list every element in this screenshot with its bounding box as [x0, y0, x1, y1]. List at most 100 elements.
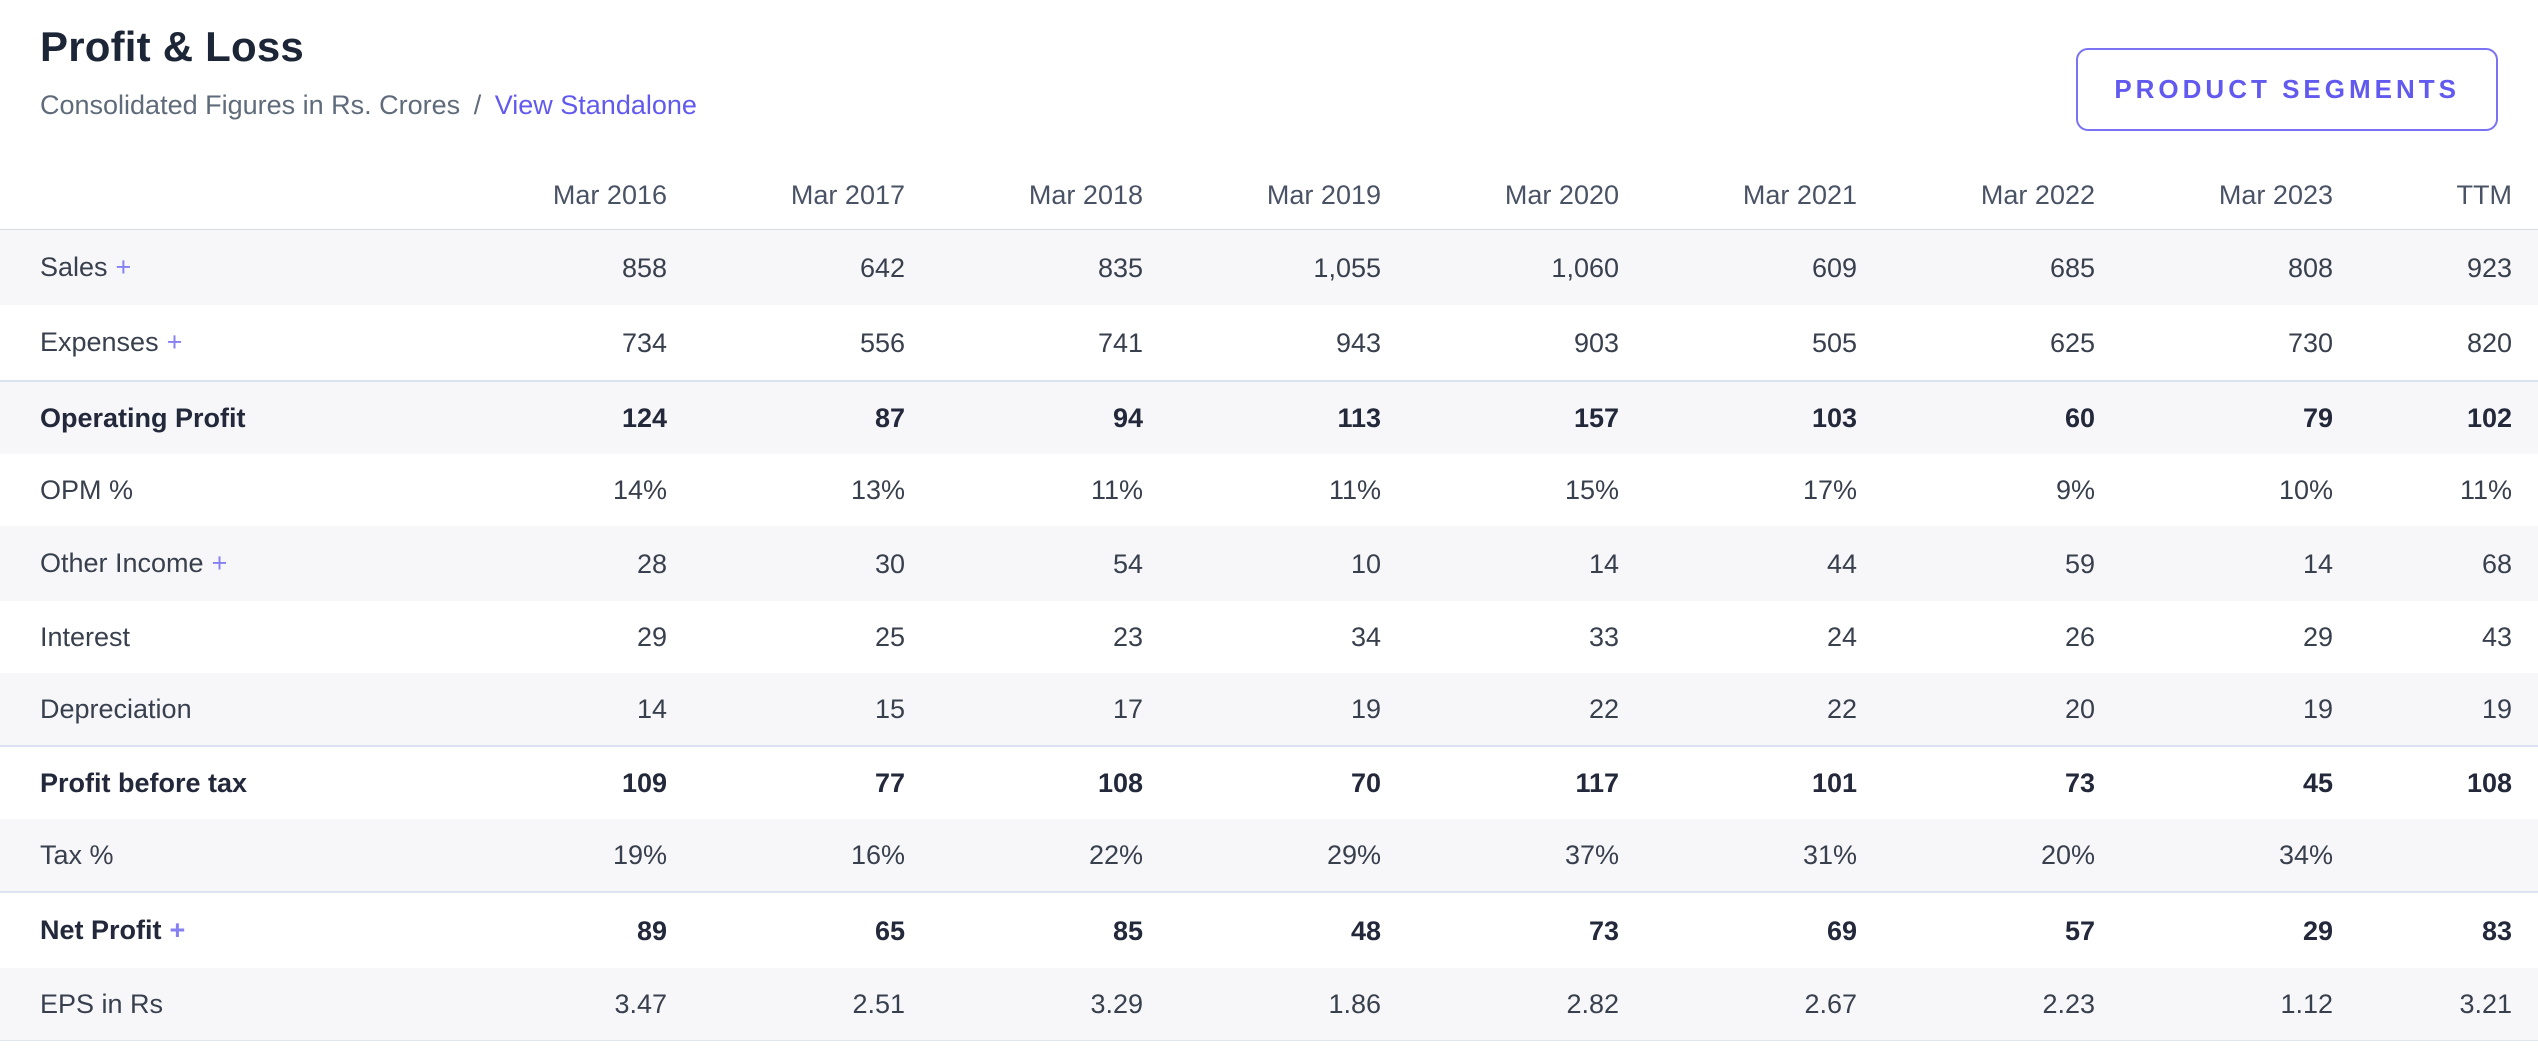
row-label-cell: EPS in Rs [0, 968, 455, 1041]
row-label-cell: Profit before tax [0, 746, 455, 819]
row-label: OPM % [40, 475, 134, 505]
column-header-empty [0, 164, 455, 230]
table-cell-value: 14 [636, 694, 667, 724]
row-label: Sales [40, 252, 108, 282]
table-cell-value: 642 [859, 252, 905, 283]
table-cell-value: 48 [1350, 915, 1381, 946]
table-cell-value: 10 [1350, 548, 1381, 579]
table-cell-value: 903 [1573, 327, 1619, 358]
row-label: Other Income [40, 548, 204, 578]
table-cell-value: 13% [850, 475, 905, 505]
table-cell-value: 102 [2466, 403, 2512, 433]
table-cell-value: 730 [2287, 327, 2333, 358]
table-cell-value: 505 [1811, 327, 1857, 358]
table-row: Profit before tax 109 77 108 70 117 101 … [0, 746, 2538, 819]
table-cell-value: 29% [1326, 840, 1381, 870]
table-cell-value: 609 [1811, 252, 1857, 283]
table-cell-value: 54 [1112, 548, 1143, 579]
expand-row-button[interactable]: + [169, 915, 186, 945]
table-cell-value: 23 [1112, 622, 1143, 652]
table-cell-value: 22 [1588, 694, 1619, 724]
page-title: Profit & Loss [40, 23, 304, 70]
table-cell-value: 943 [1335, 327, 1381, 358]
table-cell-value: 33 [1588, 622, 1619, 652]
table-cell-value: 2.67 [1804, 989, 1857, 1019]
table-cell-value: 60 [2064, 403, 2095, 433]
row-label-cell: Net Profit + [0, 892, 455, 968]
table-cell-value: 11% [1090, 475, 1143, 505]
table-row: Expenses + 734 556 741 943 903 505 625 73… [0, 305, 2538, 381]
table-cell-value: 113 [1337, 403, 1381, 433]
row-label: Interest [40, 622, 131, 652]
table-cell-value: 69 [1826, 915, 1857, 946]
table-cell-value: 20% [2040, 840, 2095, 870]
table-cell-value: 157 [1573, 403, 1619, 433]
table-cell-value: 3.47 [614, 989, 667, 1019]
expand-row-button[interactable]: + [211, 548, 228, 578]
table-cell-value: 16% [850, 840, 905, 870]
table-row: EPS in Rs 3.47 2.51 3.29 1.86 2.82 2.67 … [0, 968, 2538, 1041]
table-row: Tax % 19% 16% 22% 29% 37% 31% 20% 34% [0, 819, 2538, 892]
table-cell-value: 108 [2466, 768, 2512, 798]
expand-row-button[interactable]: + [115, 252, 132, 282]
table-body: Sales + 858 642 835 1,055 1,060 609 685 8… [0, 229, 2538, 1041]
column-header: Mar 2022 [1883, 164, 2121, 230]
table-cell-value: 14% [612, 475, 667, 505]
row-label-cell: Depreciation [0, 673, 455, 746]
table-cell-value: 1,060 [1551, 252, 1619, 283]
table-cell-value: 68 [2481, 548, 2512, 579]
table-cell-value: 14 [1588, 548, 1619, 579]
table-cell-value: 117 [1575, 768, 1619, 798]
row-label-cell: OPM % [0, 454, 455, 526]
table-cell-value: 835 [1097, 252, 1143, 283]
table-cell-value: 820 [2466, 327, 2512, 358]
table-cell-value: 101 [1811, 768, 1857, 798]
table-cell-value: 34% [2278, 840, 2333, 870]
section-header: Profit & Loss Consolidated Figures in Rs… [0, 0, 2538, 122]
row-label-cell: Operating Profit [0, 381, 455, 454]
table-cell-value: 44 [1826, 548, 1857, 579]
row-label-cell: Tax % [0, 819, 455, 892]
table-cell-value: 22 [1826, 694, 1857, 724]
table-cell-value: 808 [2287, 252, 2333, 283]
column-header: Mar 2018 [931, 164, 1169, 230]
table-cell-value: 109 [621, 768, 667, 798]
column-header: Mar 2021 [1645, 164, 1883, 230]
table-cell-value: 2.23 [2042, 989, 2095, 1019]
row-label: EPS in Rs [40, 989, 164, 1019]
table-cell-value: 556 [859, 327, 905, 358]
table-cell-value: 73 [2064, 768, 2095, 798]
table-row: Sales + 858 642 835 1,055 1,060 609 685 8… [0, 229, 2538, 305]
table-cell-value: 85 [1112, 915, 1143, 946]
table-cell-value: 59 [2064, 548, 2095, 579]
table-cell-value: 20 [2064, 694, 2095, 724]
expand-row-button[interactable]: + [166, 327, 183, 357]
table-cell-value: 89 [636, 915, 667, 946]
table-cell-value: 625 [2049, 327, 2095, 358]
table-cell-value: 30 [874, 548, 905, 579]
view-standalone-link[interactable]: View Standalone [494, 90, 697, 120]
row-label: Operating Profit [40, 403, 246, 433]
table-cell-value: 2.51 [852, 989, 905, 1019]
table-cell-value: 77 [874, 768, 905, 798]
table-cell-value: 1.12 [2280, 989, 2333, 1019]
table-cell-value: 19 [1350, 694, 1381, 724]
row-label: Tax % [40, 840, 114, 870]
table-cell-value: 15% [1564, 475, 1619, 505]
table-cell-value: 15 [874, 694, 905, 724]
table-cell-value: 17% [1802, 475, 1857, 505]
table-cell-value: 28 [636, 548, 667, 579]
table-cell-value: 858 [621, 252, 667, 283]
table-cell-value: 11% [2459, 475, 2512, 505]
table-cell-value: 29 [2302, 622, 2333, 652]
row-label-cell: Expenses + [0, 305, 455, 381]
table-header-row: Mar 2016 Mar 2017 Mar 2018 Mar 2019 Mar … [0, 164, 2538, 230]
table-cell-value: 124 [621, 403, 667, 433]
table-cell-value: 26 [2064, 622, 2095, 652]
table-cell-value: 741 [1097, 327, 1143, 358]
product-segments-button[interactable]: PRODUCT SEGMENTS [2076, 48, 2498, 131]
row-label: Profit before tax [40, 768, 248, 798]
table-cell-value: 22% [1088, 840, 1143, 870]
table-cell-value: 29 [2302, 915, 2333, 946]
